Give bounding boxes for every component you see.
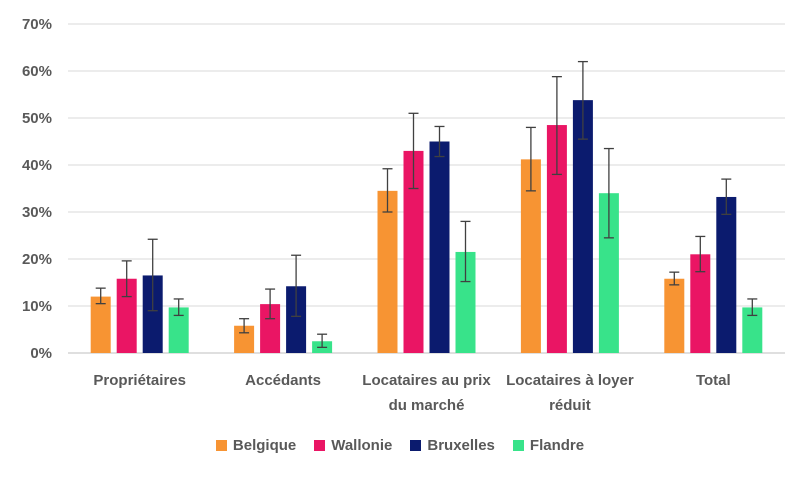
bar [455, 251, 476, 353]
y-tick-label: 50% [22, 110, 52, 127]
bar [520, 159, 541, 353]
error-bars [95, 60, 758, 349]
legend-item-bruxelles: Bruxelles [410, 437, 495, 454]
y-tick-label: 30% [22, 204, 52, 221]
category-label: Propriétaires [93, 372, 186, 389]
legend-label: Wallonie [331, 437, 393, 454]
grid-lines [68, 23, 785, 354]
category-label: Locataires au prix [362, 372, 491, 389]
legend-swatch [314, 440, 326, 451]
y-tick-label: 60% [22, 63, 52, 80]
category-label: du marché [389, 397, 465, 414]
legend: Belgique Wallonie Bruxelles Flandre [0, 437, 800, 454]
bar [286, 286, 307, 353]
legend-swatch [410, 440, 422, 451]
category-label: Locataires à loyer [506, 372, 634, 389]
y-tick-label: 10% [22, 298, 52, 315]
y-tick-label: 40% [22, 157, 52, 174]
bar [377, 190, 398, 353]
bar [142, 275, 163, 353]
legend-swatch [512, 440, 524, 451]
category-label: Accédants [245, 372, 321, 389]
x-axis-labels: Propriétaires Accédants Locataires au prix… [93, 372, 730, 414]
bar [664, 278, 685, 353]
bar [742, 307, 763, 353]
bar [429, 141, 450, 353]
y-axis-ticks: 0% 10% 20% 30% 40% 50% 60% 70% [22, 16, 52, 362]
legend-item-belgique: Belgique [215, 437, 297, 454]
bar [403, 150, 424, 353]
legend-label: Bruxelles [427, 437, 495, 454]
y-tick-label: 0% [30, 345, 52, 362]
bar [572, 100, 593, 353]
category-label: Total [696, 372, 731, 389]
legend-item-wallonie: Wallonie [314, 437, 392, 454]
legend-item-flandre: Flandre [512, 437, 585, 454]
bars [90, 100, 763, 353]
y-tick-label: 20% [22, 251, 52, 268]
legend-label: Flandre [529, 437, 585, 454]
legend-label: Belgique [232, 437, 297, 454]
bar [716, 196, 737, 353]
bar [90, 296, 111, 353]
bar [260, 304, 281, 353]
bar [168, 307, 189, 353]
bar [598, 193, 619, 353]
bar [546, 125, 567, 353]
legend-swatch [215, 440, 227, 451]
bar [116, 278, 137, 353]
bar [690, 254, 711, 353]
y-tick-label: 70% [22, 16, 52, 33]
category-label: réduit [549, 397, 591, 414]
